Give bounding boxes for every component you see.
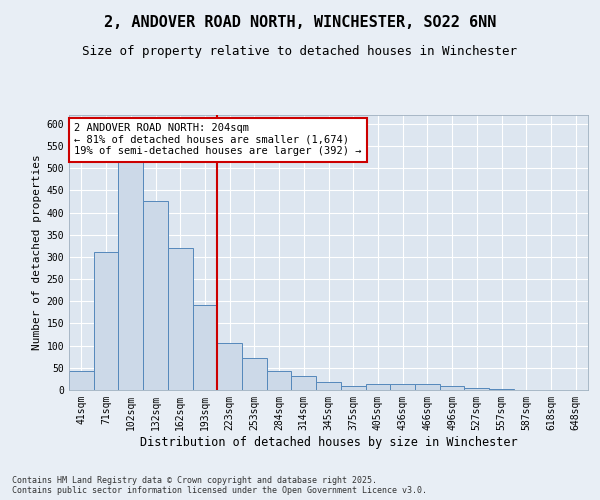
Bar [489,389,514,390]
Text: Contains HM Land Registry data © Crown copyright and database right 2025.
Contai: Contains HM Land Registry data © Crown c… [12,476,427,495]
Bar [267,372,292,390]
Bar [415,384,440,390]
Text: 2 ANDOVER ROAD NORTH: 204sqm
← 81% of detached houses are smaller (1,674)
19% of: 2 ANDOVER ROAD NORTH: 204sqm ← 81% of de… [74,123,362,156]
Bar [94,252,118,390]
Bar [316,382,341,390]
Text: Size of property relative to detached houses in Winchester: Size of property relative to detached ho… [83,45,517,58]
Bar [168,248,193,390]
Bar [341,386,365,390]
Bar [365,384,390,390]
Bar [217,344,242,390]
Bar [242,358,267,390]
Bar [390,384,415,390]
Bar [193,305,217,390]
Bar [143,202,168,390]
Y-axis label: Number of detached properties: Number of detached properties [32,154,43,350]
Bar [464,388,489,390]
Bar [292,376,316,390]
Bar [69,372,94,390]
X-axis label: Distribution of detached houses by size in Winchester: Distribution of detached houses by size … [140,436,517,448]
Bar [118,144,143,390]
Bar [440,386,464,390]
Text: 2, ANDOVER ROAD NORTH, WINCHESTER, SO22 6NN: 2, ANDOVER ROAD NORTH, WINCHESTER, SO22 … [104,15,496,30]
